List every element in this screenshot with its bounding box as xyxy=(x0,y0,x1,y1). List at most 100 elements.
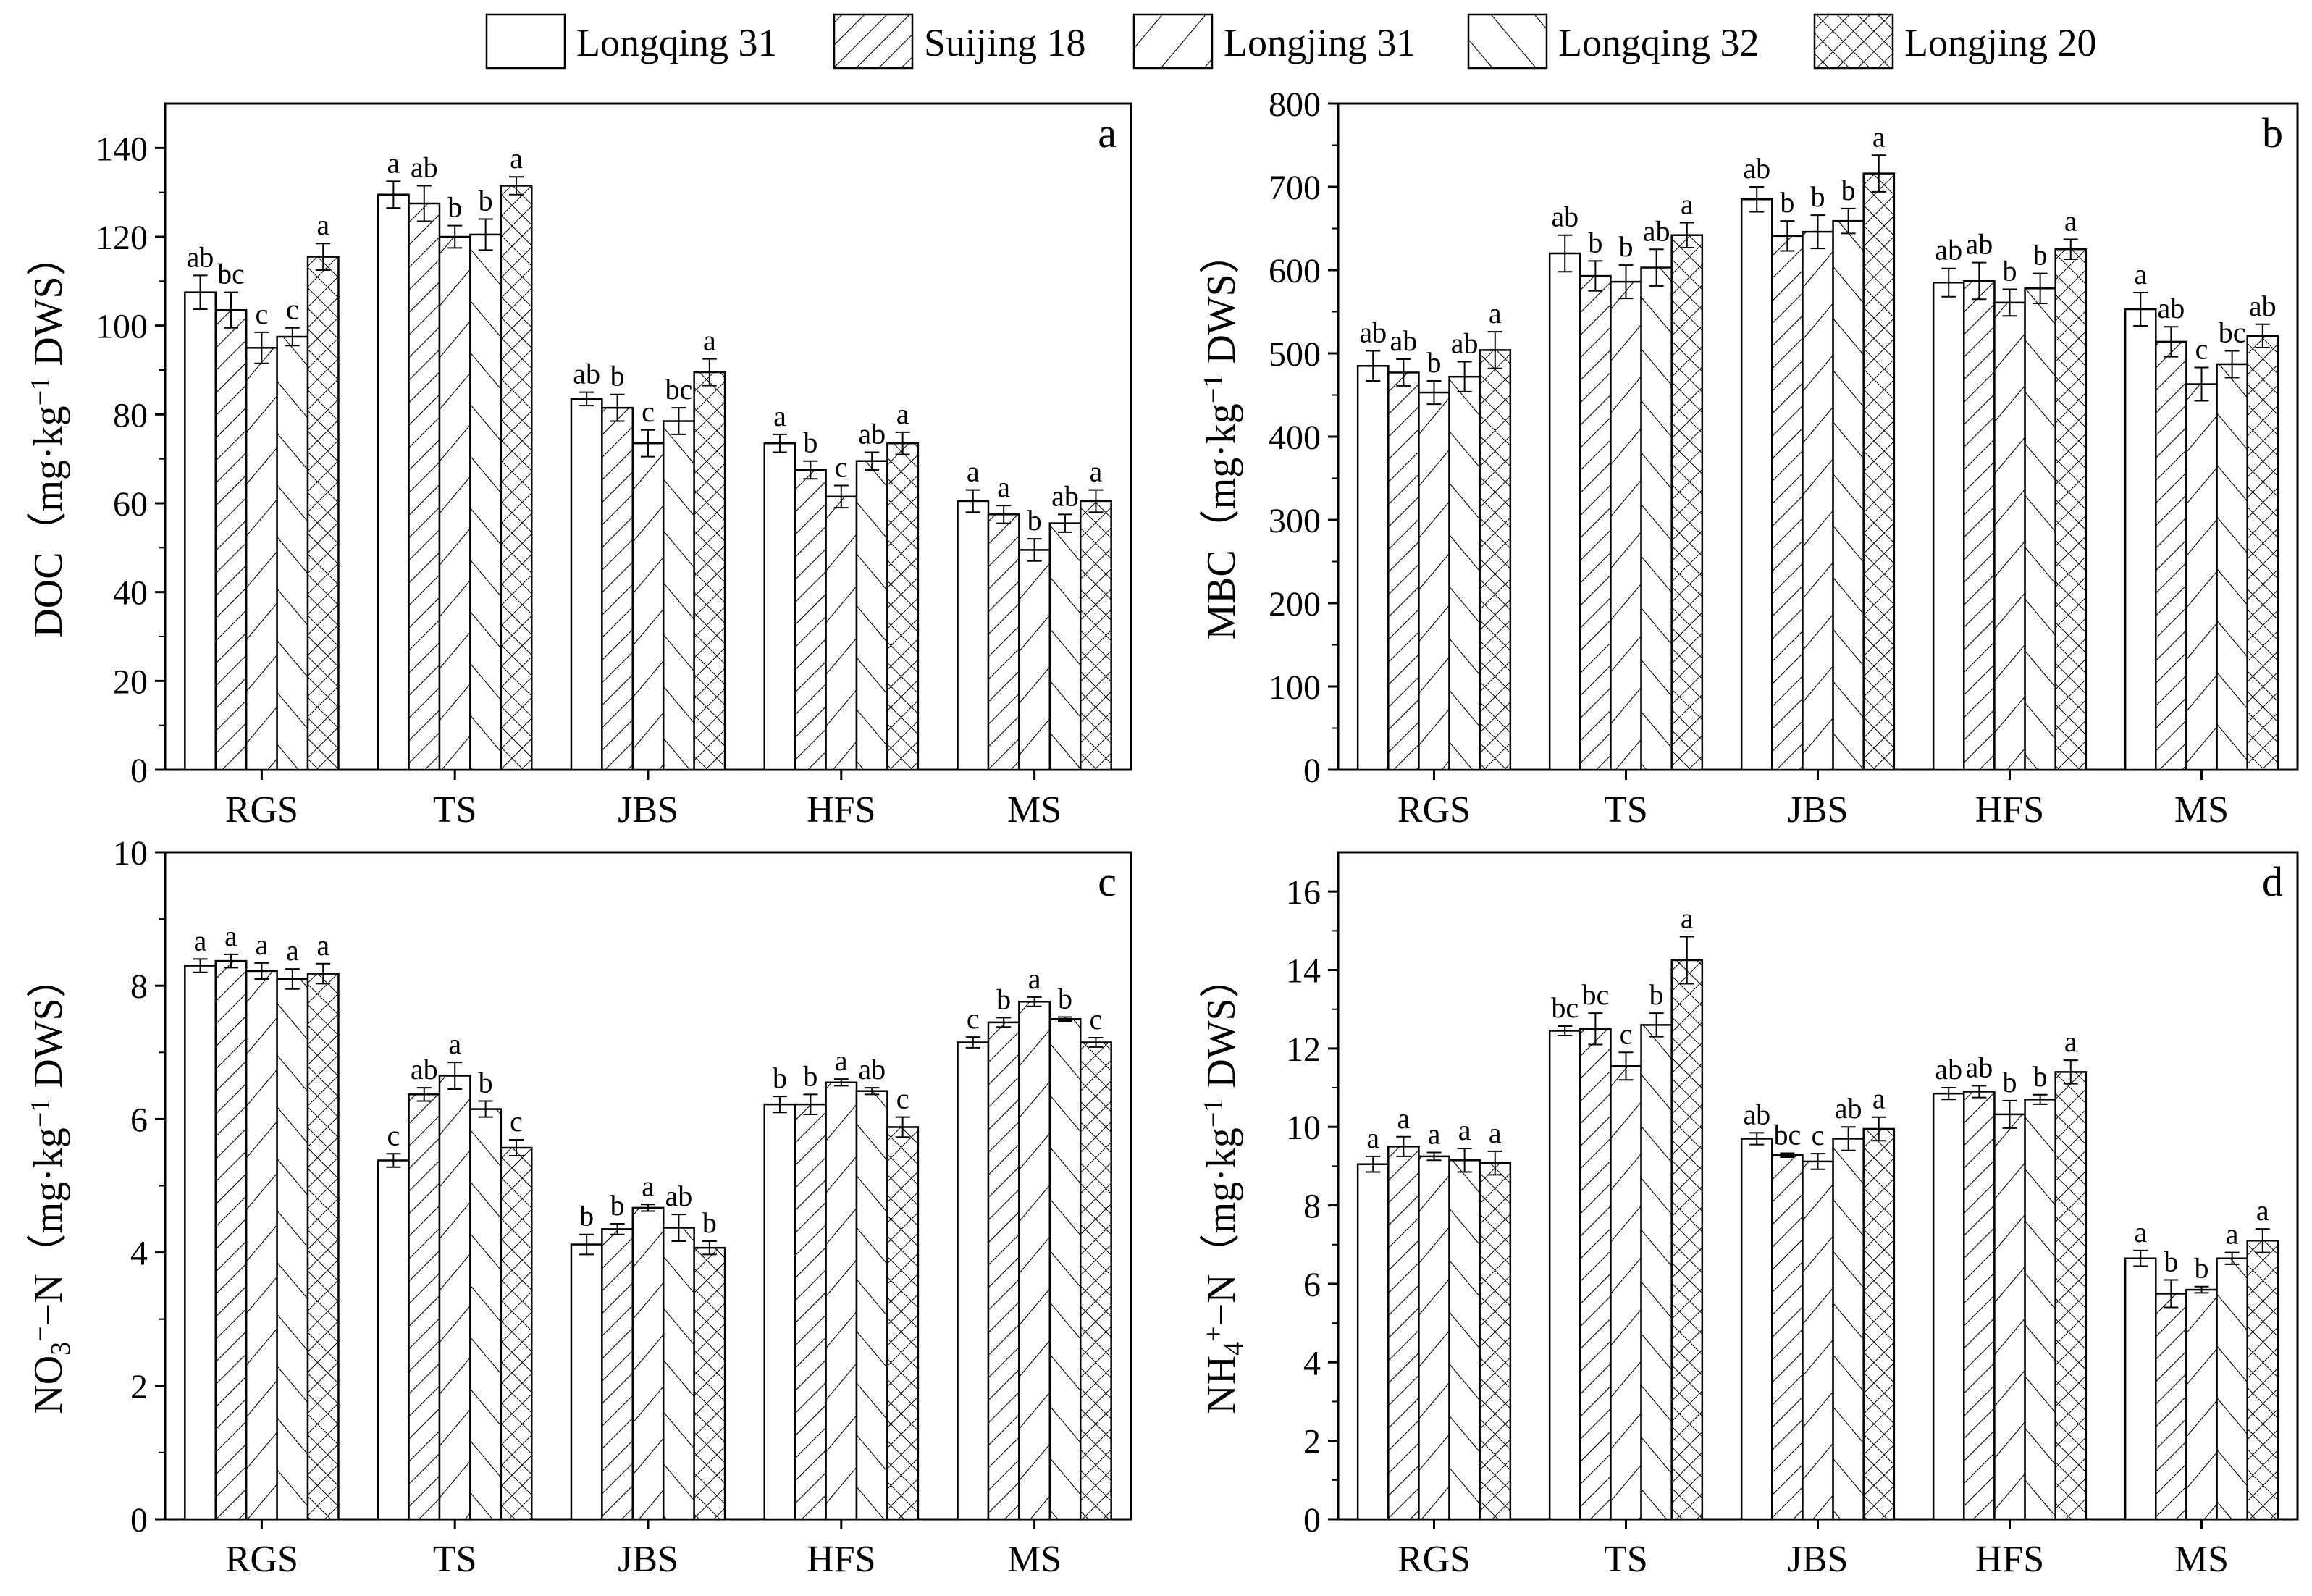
y-axis-title-part: + xyxy=(1198,1326,1229,1341)
significance-letter: a xyxy=(1681,188,1694,220)
y-tick-label: 0 xyxy=(130,1501,148,1540)
bar xyxy=(2155,340,2187,771)
significance-letter: c xyxy=(387,1119,400,1151)
bar xyxy=(601,1228,634,1521)
bar xyxy=(2024,1099,2056,1521)
bar xyxy=(1993,1113,2026,1521)
y-axis-title-part: −N（mg·kg xyxy=(26,1127,71,1326)
bar xyxy=(2246,1240,2279,1521)
bar xyxy=(438,1075,471,1521)
significance-letter: ab xyxy=(2249,290,2277,322)
y-tick-label: 20 xyxy=(113,663,148,701)
significance-letter: ab xyxy=(1835,1092,1862,1125)
significance-letter: a xyxy=(1489,297,1502,329)
bar xyxy=(855,1090,888,1521)
significance-letter: b xyxy=(2003,1066,2017,1099)
significance-letter: b xyxy=(1427,346,1442,379)
x-tick-label: HFS xyxy=(807,789,875,831)
bar xyxy=(1418,1155,1450,1521)
y-tick-label: 200 xyxy=(1269,585,1321,623)
bar xyxy=(276,335,309,771)
bar xyxy=(2246,335,2279,771)
y-axis-title-part: DWS） xyxy=(26,957,71,1098)
bar xyxy=(1963,1091,1996,1521)
y-axis-title: NH4+−N（mg·kg−1 DWS） xyxy=(1198,957,1249,1414)
significance-letter: a xyxy=(1090,455,1103,488)
y-axis-title-part: NO xyxy=(26,1356,71,1414)
x-tick-label: MS xyxy=(1007,1539,1062,1580)
x-tick-label: MS xyxy=(1007,789,1062,831)
x-tick-label: TS xyxy=(433,789,477,831)
bar xyxy=(794,1103,827,1521)
bar xyxy=(1448,375,1481,771)
y-tick-label: 10 xyxy=(113,834,148,873)
bar xyxy=(438,235,471,771)
bar xyxy=(1740,1138,1773,1521)
panel-label: b xyxy=(2262,109,2283,156)
x-tick-label: HFS xyxy=(807,1539,875,1580)
x-tick-label: MS xyxy=(2174,1539,2229,1580)
significance-letter: c xyxy=(1090,1003,1103,1036)
significance-letter: a xyxy=(1872,120,1886,153)
legend-swatch xyxy=(485,13,566,70)
x-tick-label: JBS xyxy=(1788,1539,1849,1580)
x-tick-label: JBS xyxy=(618,789,678,831)
bar xyxy=(500,1146,533,1521)
bar xyxy=(1932,1092,1965,1521)
bar xyxy=(1018,1001,1051,1521)
x-tick-label: RGS xyxy=(225,1539,298,1580)
bar xyxy=(1862,172,1896,771)
bar xyxy=(1640,1024,1673,1521)
bar xyxy=(1079,500,1112,771)
y-tick-label: 0 xyxy=(1303,752,1321,790)
bar xyxy=(1640,266,1673,771)
legend-swatch xyxy=(1813,13,1894,70)
significance-letter: ab xyxy=(858,1053,886,1085)
significance-letter: bc xyxy=(1551,991,1579,1024)
bar xyxy=(886,442,920,771)
bar xyxy=(2216,1257,2248,1521)
y-axis-title-part: −1 xyxy=(25,377,56,406)
bar xyxy=(1832,1138,1865,1521)
significance-letter: a xyxy=(2226,1218,2239,1251)
y-tick-label: 60 xyxy=(113,485,148,524)
panel-label: d xyxy=(2262,858,2283,905)
y-tick-label: 0 xyxy=(1303,1501,1321,1540)
significance-letter: a xyxy=(510,142,523,175)
y-tick-label: 100 xyxy=(1269,668,1321,707)
panel-label: c xyxy=(1098,858,1117,905)
bar xyxy=(1579,274,1612,771)
significance-letter: a xyxy=(1366,1122,1379,1154)
bar xyxy=(1771,1154,1804,1521)
significance-letter: bc xyxy=(217,258,245,290)
significance-letter: a xyxy=(2134,258,2147,290)
y-tick-label: 8 xyxy=(130,967,148,1006)
significance-letter: b xyxy=(1811,180,1825,213)
significance-letter: b xyxy=(1588,226,1602,259)
bar xyxy=(306,973,340,1521)
significance-letter: ab xyxy=(411,1053,438,1085)
significance-letter: a xyxy=(1397,1102,1410,1135)
significance-letter: ab xyxy=(187,240,214,273)
significance-letter: bc xyxy=(2219,316,2246,349)
x-tick-label: MS xyxy=(2174,789,2229,831)
bar xyxy=(662,1227,695,1521)
x-tick-label: TS xyxy=(433,1539,477,1580)
bar xyxy=(794,469,827,771)
significance-letter: b xyxy=(2033,239,2048,272)
bar xyxy=(1387,1146,1420,1521)
bar xyxy=(377,193,410,771)
bar xyxy=(631,1206,665,1521)
significance-letter: b xyxy=(996,983,1011,1015)
bar xyxy=(1479,349,1512,771)
significance-letter: c xyxy=(256,298,269,330)
y-axis-title-part: −1 xyxy=(25,1099,56,1127)
panel-label: a xyxy=(1098,109,1117,156)
significance-letter: a xyxy=(2064,1025,2077,1058)
bar xyxy=(1356,1163,1390,1521)
significance-letter: ab xyxy=(1390,324,1417,357)
